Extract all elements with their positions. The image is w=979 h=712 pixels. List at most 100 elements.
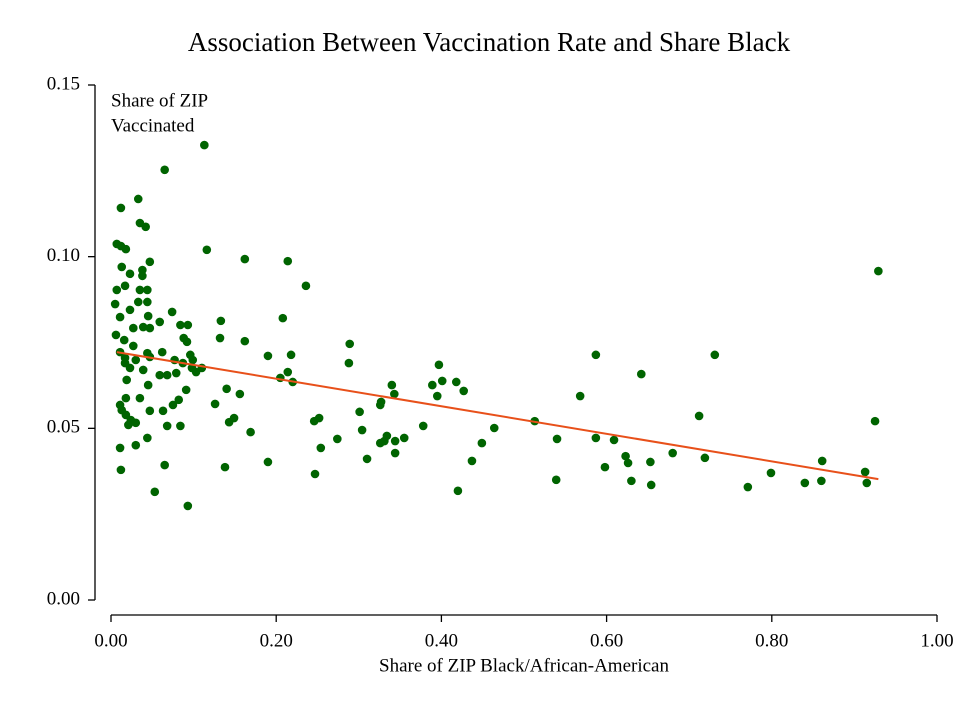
point — [766, 468, 776, 478]
point — [432, 391, 442, 401]
point — [345, 339, 355, 349]
fit-line — [116, 351, 879, 481]
point — [117, 262, 127, 272]
point — [183, 320, 193, 330]
point — [375, 400, 385, 410]
point — [129, 341, 138, 351]
point — [133, 297, 143, 307]
point — [168, 400, 178, 410]
point — [115, 312, 125, 322]
point — [110, 299, 120, 309]
point — [418, 421, 428, 431]
point — [646, 457, 655, 467]
point — [135, 393, 145, 403]
point — [743, 482, 753, 492]
y-axis-label: Vaccinated — [111, 115, 195, 136]
point — [387, 380, 397, 390]
point — [131, 355, 141, 365]
point — [860, 467, 870, 477]
point — [188, 355, 198, 365]
point — [160, 165, 169, 175]
point — [874, 266, 883, 276]
point — [155, 370, 165, 380]
point — [224, 417, 234, 427]
point — [138, 271, 147, 281]
point — [870, 416, 880, 426]
point — [375, 438, 385, 448]
point — [428, 380, 437, 390]
x-tick-label: 0.80 — [755, 630, 788, 651]
point — [301, 281, 311, 291]
point — [623, 458, 633, 468]
point — [286, 350, 296, 360]
point — [131, 418, 141, 428]
point — [116, 465, 126, 475]
y-tick-label: 0.10 — [47, 245, 80, 266]
x-axis-label: Share of ZIP Black/African-American — [379, 655, 669, 676]
point — [176, 320, 185, 330]
point — [316, 443, 326, 453]
point — [694, 411, 704, 421]
point — [121, 393, 131, 403]
point — [158, 406, 168, 416]
x-tick-label: 1.00 — [920, 630, 953, 651]
point — [120, 281, 130, 291]
y-tick-label: 0.05 — [47, 417, 80, 438]
point — [124, 420, 133, 430]
point — [817, 456, 827, 466]
point — [278, 313, 288, 323]
point — [621, 451, 630, 461]
point — [222, 384, 231, 394]
point — [119, 335, 129, 345]
point — [129, 323, 138, 333]
chart-title: Association Between Vaccination Rate and… — [188, 27, 791, 57]
x-tick-label: 0.00 — [94, 630, 127, 651]
point — [150, 487, 160, 497]
point — [333, 434, 342, 444]
point — [155, 317, 165, 327]
point — [112, 285, 122, 295]
point — [309, 416, 319, 426]
point — [668, 448, 677, 458]
point — [600, 462, 610, 472]
point — [575, 391, 585, 401]
point — [646, 480, 656, 490]
point — [627, 476, 636, 486]
point — [138, 322, 148, 332]
point — [246, 427, 255, 437]
point — [141, 222, 150, 232]
point — [477, 438, 487, 448]
point — [434, 360, 444, 370]
point — [862, 478, 872, 488]
point — [591, 350, 601, 360]
point — [355, 407, 364, 417]
point — [143, 380, 153, 390]
point — [390, 389, 399, 399]
point — [143, 297, 152, 307]
point — [200, 140, 209, 150]
point — [125, 305, 135, 315]
point — [263, 351, 273, 361]
point — [700, 453, 710, 463]
point — [710, 350, 720, 360]
y-tick-label: 0.00 — [47, 588, 80, 609]
y-tick-label: 0.15 — [47, 73, 80, 94]
point — [145, 323, 155, 333]
point — [115, 443, 125, 453]
point — [283, 367, 293, 377]
point — [116, 203, 126, 213]
point — [283, 256, 293, 266]
point — [310, 469, 320, 479]
point — [138, 365, 148, 375]
point — [145, 257, 155, 267]
point — [174, 395, 184, 405]
point — [240, 254, 250, 264]
point — [143, 311, 153, 321]
point — [191, 367, 201, 377]
point — [131, 440, 141, 450]
point — [143, 285, 152, 295]
point — [202, 245, 212, 255]
point — [489, 423, 499, 433]
point — [111, 330, 121, 340]
point — [437, 376, 447, 386]
